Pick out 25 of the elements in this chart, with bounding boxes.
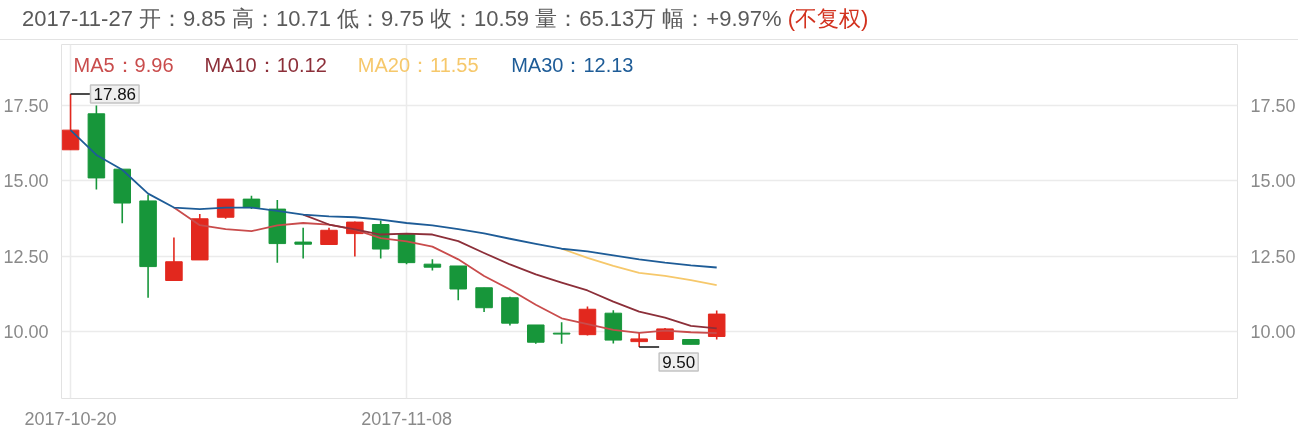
candlestick	[449, 265, 468, 301]
annotation: 17.86	[93, 85, 137, 105]
candlestick	[165, 236, 183, 282]
y-tick-label: 17.50	[3, 95, 49, 116]
text: 15.00	[1250, 171, 1296, 192]
text: MA20：11.55	[357, 53, 479, 76]
text: 17.50	[1250, 95, 1296, 116]
text: MA10：10.12	[204, 53, 327, 76]
candlestick	[527, 324, 545, 345]
x-tick-label: 2017-10-20	[24, 408, 117, 429]
y-tick-label: 12.50	[3, 246, 49, 267]
candlestick	[552, 321, 571, 345]
text: 10.00	[1250, 322, 1296, 343]
x-tick-label: 2017-11-08	[361, 408, 452, 429]
annotation: 9.50	[662, 353, 696, 373]
text: MA5：9.96	[73, 53, 174, 76]
text: MA30：12.13	[511, 53, 634, 76]
chart-title: 2017-11-27 开：9.85 高：10.71 低：9.75 收：10.59 量：65.13万 幅：+9.97%	[22, 6, 782, 31]
y-tick-label: 15.00	[3, 171, 49, 192]
candlestick	[61, 93, 80, 151]
y-tick-label: 10.00	[3, 322, 49, 343]
candlestick	[294, 227, 312, 260]
text: 12.50	[1250, 246, 1296, 267]
candlestick	[475, 286, 493, 313]
text: (不复权)	[787, 6, 869, 31]
